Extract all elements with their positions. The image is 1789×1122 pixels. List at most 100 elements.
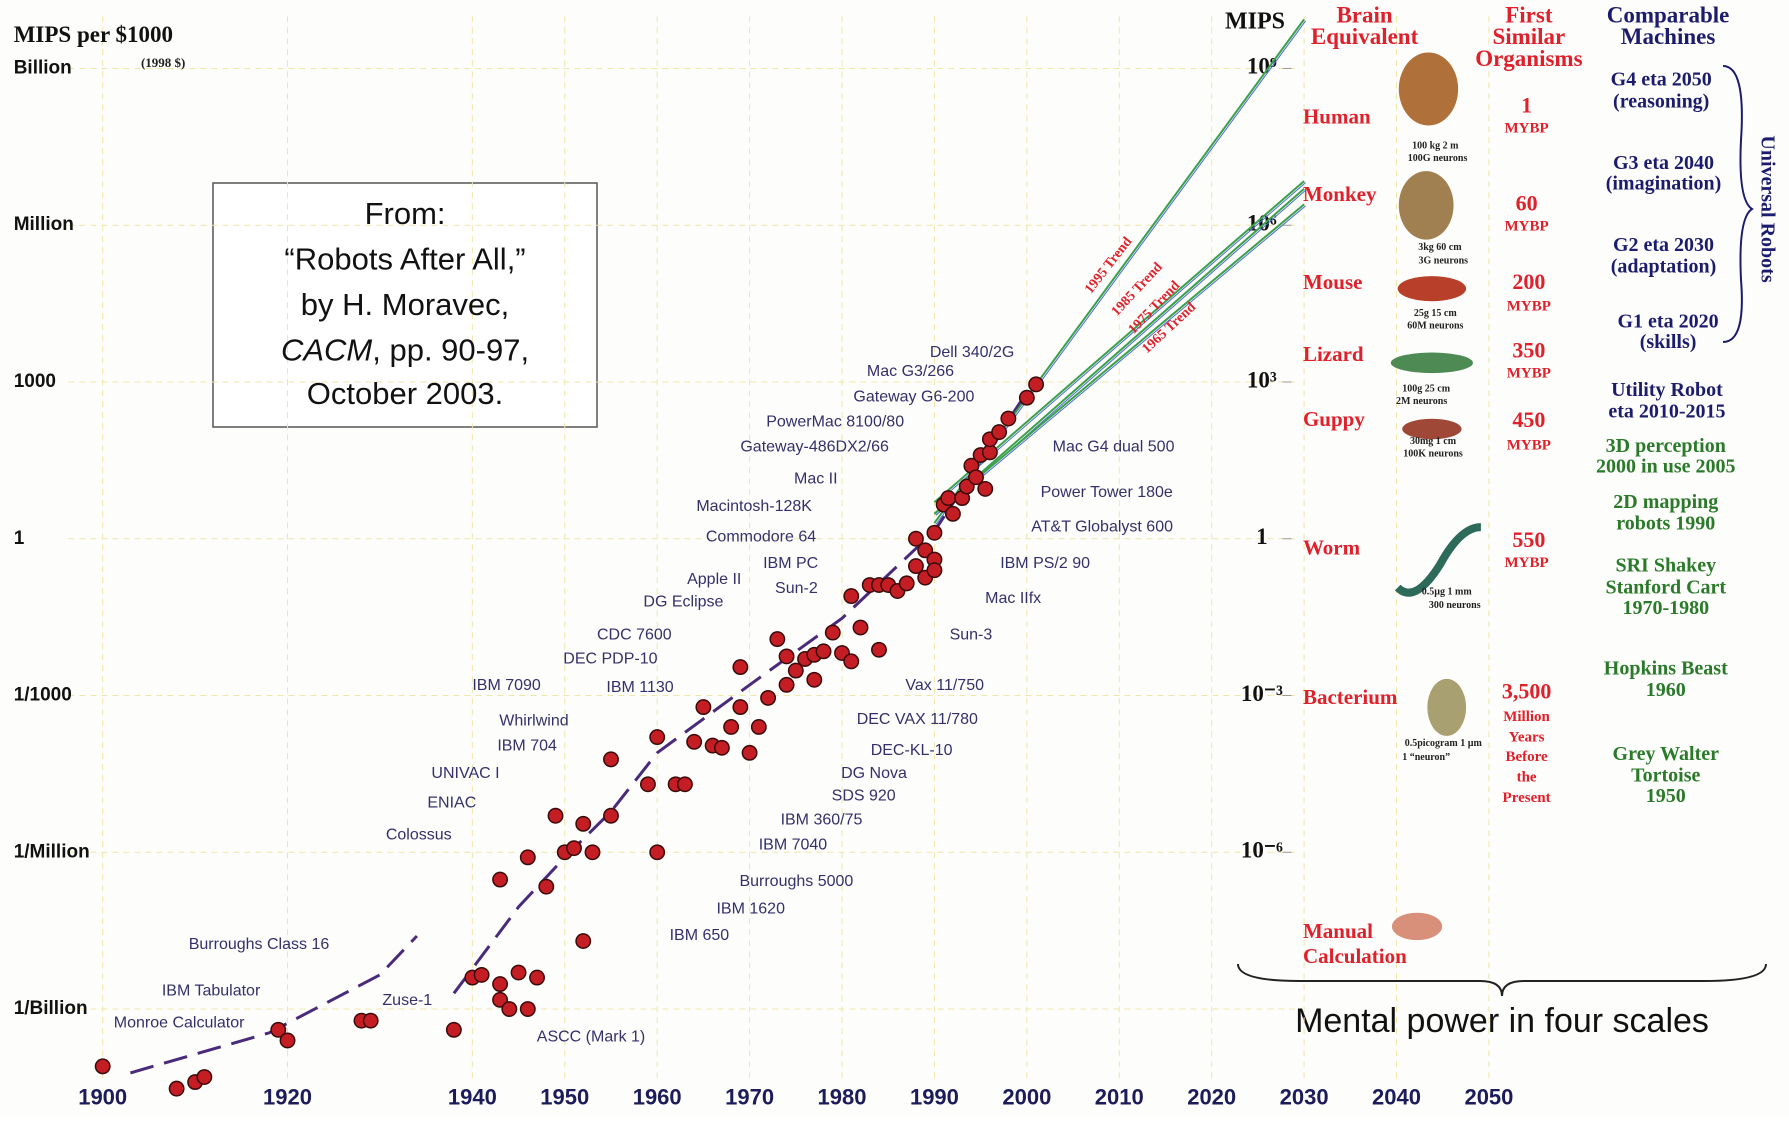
organism-age: Before <box>1505 749 1548 765</box>
data-point <box>806 671 823 688</box>
source-box <box>212 182 598 428</box>
data-point <box>898 575 915 592</box>
x-tick-label: 1960 <box>633 1085 682 1110</box>
machine-label: ENIAC <box>427 794 476 811</box>
source-text: CACM, pp. 90-97, <box>281 333 529 368</box>
machine-generation: (reasoning) <box>1613 90 1709 112</box>
machine-generation: Grey Walter <box>1613 743 1720 765</box>
y2-tick-label: 1 <box>1256 524 1268 549</box>
machine-label: Vax 11/750 <box>905 677 984 694</box>
organism-details: 100G neurons <box>1408 153 1468 164</box>
machine-label: Gateway-486DX2/66 <box>740 438 889 455</box>
organism-name: Mouse <box>1303 270 1363 294</box>
machine-label: IBM 650 <box>670 927 730 944</box>
organism-name: Manual <box>1303 919 1373 943</box>
column-header: Similar <box>1492 24 1565 49</box>
machine-label: PowerMac 8100/80 <box>766 413 904 430</box>
data-point <box>778 676 795 693</box>
organism-age: 450 <box>1512 407 1545 432</box>
y-tick-label: 1/Million <box>14 841 90 862</box>
machine-label: DG Eclipse <box>643 594 723 611</box>
caption: Mental power in four scales <box>1295 1002 1709 1040</box>
machine-label: CDC 7600 <box>597 627 672 644</box>
organism-details: 30mg 1 cm <box>1410 436 1457 447</box>
source-text: From: <box>365 196 446 231</box>
data-point <box>492 991 509 1008</box>
x-tick-label: 2030 <box>1280 1085 1329 1110</box>
data-point <box>940 490 957 507</box>
organism-name: Bacterium <box>1303 685 1398 709</box>
machine-label: IBM 1620 <box>716 901 785 918</box>
data-point <box>492 871 509 888</box>
data-point <box>968 469 984 486</box>
data-point <box>510 964 527 981</box>
machine-label: IBM 7040 <box>759 837 828 854</box>
machine-generation: 2D mapping <box>1613 491 1718 513</box>
data-point <box>741 744 758 761</box>
organism-details: 60M neurons <box>1407 321 1463 332</box>
machine-label: Whirlwind <box>499 712 568 729</box>
organism-details: 25g 15 cm <box>1414 308 1457 319</box>
data-point <box>575 933 592 950</box>
y-tick-label: 1000 <box>14 371 56 392</box>
machine-label: Monroe Calculator <box>114 1015 245 1032</box>
machine-label: DEC VAX 11/780 <box>857 711 978 728</box>
data-point <box>907 558 924 575</box>
machine-label: Mac G4 dual 500 <box>1053 438 1175 455</box>
data-point <box>944 505 961 522</box>
universal-robots: Universal Robots <box>1756 135 1778 282</box>
machine-label: Mac G3/266 <box>867 363 954 380</box>
data-point <box>492 976 509 993</box>
organism-details: 100g 25 cm <box>1402 383 1450 394</box>
chart-subtitle: (1998 $) <box>141 55 185 70</box>
machine-label: IBM 1130 <box>606 679 673 696</box>
data-point <box>977 480 994 497</box>
machine-label: IBM PC <box>763 555 818 572</box>
machine-label: Mac IIfx <box>985 590 1041 607</box>
organism-age: MYBP <box>1507 438 1551 454</box>
chart-title: MIPS per $1000 <box>14 22 173 47</box>
organism-age: 3,500 <box>1502 679 1552 704</box>
data-point <box>1028 376 1045 393</box>
data-point <box>1018 389 1035 406</box>
machine-label: IBM PS/2 90 <box>1000 555 1090 572</box>
data-point <box>723 719 740 735</box>
organism-age: Present <box>1503 790 1551 806</box>
organism-details: 1 “neuron” <box>1402 752 1450 763</box>
x-tick-label: 2010 <box>1095 1085 1144 1110</box>
machine-label: Power Tower 180e <box>1041 484 1173 501</box>
organism-name: Calculation <box>1303 944 1407 968</box>
organism-picture <box>1427 678 1467 736</box>
column-header: Brain <box>1336 2 1392 27</box>
machine-generation: Tortoise <box>1631 765 1700 787</box>
machine-generation: 1960 <box>1646 679 1686 701</box>
organism-details: 0.5µg 1 mm <box>1422 586 1473 597</box>
machine-label: Burroughs Class 16 <box>189 936 330 953</box>
data-point <box>603 807 619 824</box>
y-tick-label: Billion <box>14 57 72 78</box>
y-tick-label: Million <box>14 214 74 235</box>
organism-details: 100 kg 2 m <box>1412 140 1459 151</box>
machine-generation: G3 eta 2040 <box>1613 152 1714 174</box>
organism-name: Human <box>1303 104 1371 128</box>
machine-generation: G2 eta 2030 <box>1613 234 1714 256</box>
organism-age: MYBP <box>1504 218 1548 234</box>
y-tick-label: 1/Billion <box>14 998 88 1019</box>
source-text: by H. Moravec, <box>301 287 509 322</box>
machine-generation: Stanford Cart <box>1606 576 1727 598</box>
column-header: First <box>1505 2 1553 27</box>
data-point <box>94 1058 111 1075</box>
machine-label: IBM Tabulator <box>162 983 261 1000</box>
organism-age: MYBP <box>1507 366 1551 382</box>
organism-age: Years <box>1509 730 1545 746</box>
x-tick-label: 2040 <box>1372 1085 1421 1110</box>
organism-picture <box>1391 912 1443 941</box>
machine-generation: 1970-1980 <box>1622 597 1709 619</box>
brace <box>1237 963 1767 997</box>
data-point <box>713 739 730 756</box>
machine-label: Sun-2 <box>775 580 818 597</box>
organism-name: Monkey <box>1303 182 1377 206</box>
y2-tick-label: 10³ <box>1247 367 1277 392</box>
machine-label: Commodore 64 <box>706 529 816 546</box>
